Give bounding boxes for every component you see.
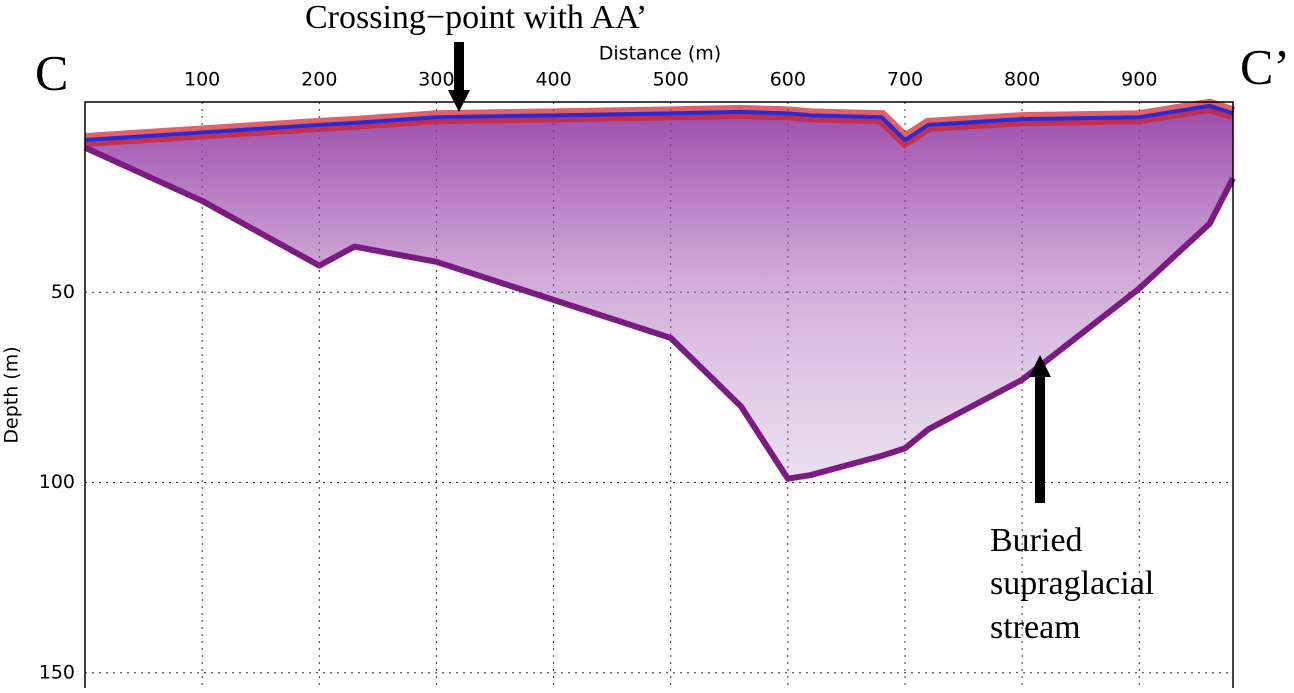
annotation: stream: [990, 609, 1081, 646]
y-tick-label: 100: [39, 471, 75, 493]
reflector-line: [83, 144, 1236, 482]
x-tick-label: 300: [418, 69, 454, 91]
x-tick-label: 400: [535, 69, 571, 91]
plot-area: [83, 98, 1236, 688]
x-tick-label: 600: [770, 69, 806, 91]
x-tick-label: 200: [301, 69, 337, 91]
x-tick-label: 500: [653, 69, 689, 91]
annotation: supraglacial: [990, 565, 1154, 602]
x-tick-label: 700: [887, 69, 923, 91]
annotation: Crossing−point with AA’: [305, 0, 647, 36]
annotation: Buried: [990, 522, 1083, 559]
x-tick-label: 100: [184, 69, 220, 91]
x-axis-label: Distance (m): [599, 43, 721, 65]
x-tick-label: 800: [1004, 69, 1040, 91]
reflector-line: [84, 103, 1234, 143]
y-tick-label: 150: [39, 661, 75, 683]
y-tick-label: 50: [51, 281, 75, 303]
section-label: C’: [1240, 38, 1290, 94]
section-label: C: [35, 44, 68, 100]
y-axis-label: Depth (m): [1, 346, 23, 443]
arrow: [1029, 355, 1051, 503]
x-tick-label: 900: [1121, 69, 1157, 91]
arrow: [448, 42, 470, 112]
ice-fill: [85, 105, 1233, 479]
